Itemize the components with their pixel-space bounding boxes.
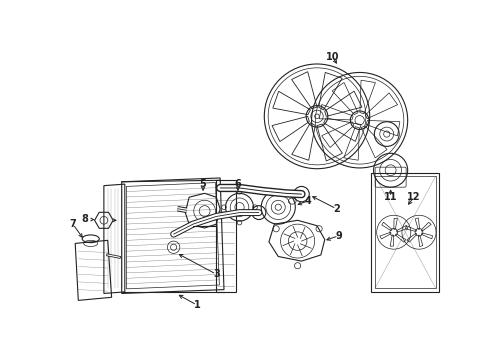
Bar bbox=[375, 176, 436, 288]
Text: 10: 10 bbox=[326, 52, 339, 62]
Text: 7: 7 bbox=[70, 219, 76, 229]
Text: 8: 8 bbox=[81, 214, 88, 224]
Text: 11: 11 bbox=[384, 192, 397, 202]
Text: 2: 2 bbox=[333, 204, 340, 214]
Text: 6: 6 bbox=[235, 179, 241, 189]
Text: 9: 9 bbox=[335, 231, 342, 241]
Text: 12: 12 bbox=[407, 192, 420, 202]
Text: 3: 3 bbox=[213, 269, 220, 279]
Text: 1: 1 bbox=[194, 300, 200, 310]
Bar bbox=[371, 172, 440, 292]
Text: 5: 5 bbox=[200, 179, 206, 189]
Text: 4: 4 bbox=[304, 196, 311, 206]
